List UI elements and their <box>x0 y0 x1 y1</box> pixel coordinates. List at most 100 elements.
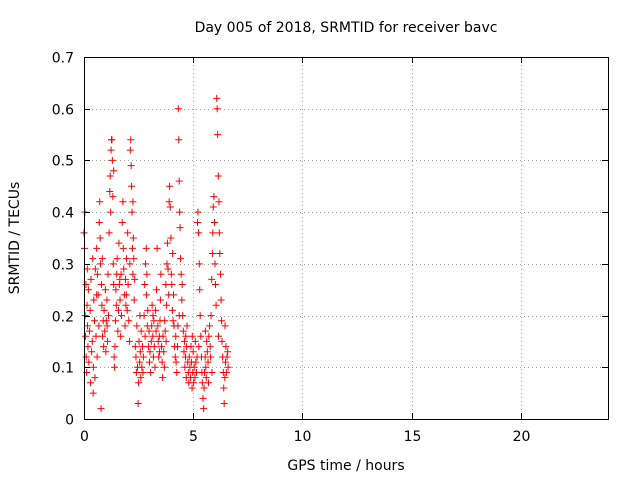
data-point-plus-marker <box>194 208 202 216</box>
data-point-plus-marker <box>114 327 122 335</box>
data-point-plus-marker <box>144 343 152 351</box>
data-point-plus-marker <box>90 296 98 304</box>
data-point-plus-marker <box>148 322 156 330</box>
x-tick-label: 10 <box>294 429 312 445</box>
data-point-plus-marker <box>148 301 156 309</box>
data-point-plus-marker <box>147 337 155 345</box>
y-tick-label: 0.6 <box>52 103 74 119</box>
data-point-plus-marker <box>137 374 145 382</box>
data-point-plus-marker <box>174 322 182 330</box>
data-point-plus-marker <box>175 177 183 185</box>
data-point-plus-marker <box>180 348 188 356</box>
data-point-plus-marker <box>122 291 130 299</box>
data-point-plus-marker <box>200 384 208 392</box>
data-point-plus-marker <box>192 358 200 366</box>
data-point-plus-marker <box>221 322 229 330</box>
x-tick-label: 20 <box>513 429 531 445</box>
plot-border <box>84 57 609 420</box>
data-point-plus-marker <box>163 260 171 268</box>
data-point-plus-marker <box>141 281 149 289</box>
data-point-plus-marker <box>176 208 184 216</box>
data-point-plus-marker <box>102 348 110 356</box>
data-point-plus-marker <box>213 105 221 113</box>
data-point-plus-marker <box>104 312 112 320</box>
data-point-plus-marker <box>161 317 169 325</box>
data-point-plus-marker <box>205 332 213 340</box>
data-point-plus-marker <box>128 182 136 190</box>
data-point-plus-marker <box>129 198 137 206</box>
data-point-plus-marker <box>118 312 126 320</box>
data-point-plus-marker <box>213 94 221 102</box>
data-point-plus-marker <box>179 327 187 335</box>
data-point-plus-marker <box>92 332 100 340</box>
data-point-plus-marker <box>95 322 103 330</box>
data-point-plus-marker <box>113 255 121 263</box>
data-point-plus-marker <box>96 234 104 242</box>
data-point-plus-marker <box>84 343 92 351</box>
data-point-plus-marker <box>102 317 110 325</box>
data-point-plus-marker <box>195 260 203 268</box>
data-point-plus-marker <box>167 270 175 278</box>
data-point-plus-marker <box>173 368 181 376</box>
data-point-plus-marker <box>188 384 196 392</box>
data-point-plus-marker <box>163 239 171 247</box>
data-point-plus-marker <box>83 322 91 330</box>
data-point-plus-marker <box>84 286 92 294</box>
data-point-plus-marker <box>195 229 203 237</box>
data-point-plus-marker <box>220 384 228 392</box>
data-point-plus-marker <box>111 317 119 325</box>
data-point-plus-marker <box>147 368 155 376</box>
data-point-plus-marker <box>208 250 216 258</box>
data-point-plus-marker <box>199 394 207 402</box>
data-point-plus-marker <box>204 358 212 366</box>
data-point-plus-marker <box>196 286 204 294</box>
y-tick-label: 0.3 <box>52 258 74 274</box>
data-point-plus-marker <box>156 296 164 304</box>
data-point-plus-marker <box>168 306 176 314</box>
data-point-plus-marker <box>206 322 214 330</box>
data-point-plus-marker <box>123 306 131 314</box>
data-point-plus-marker <box>150 317 158 325</box>
data-point-plus-marker <box>95 218 103 226</box>
data-point-plus-marker <box>208 368 216 376</box>
data-point-plus-marker <box>88 337 96 345</box>
data-point-plus-marker <box>109 260 117 268</box>
data-point-plus-marker <box>197 332 205 340</box>
data-point-plus-marker <box>122 301 130 309</box>
data-point-plus-marker <box>93 291 101 299</box>
data-point-plus-marker <box>97 405 105 413</box>
data-point-plus-marker <box>118 218 126 226</box>
data-point-plus-marker <box>89 363 97 371</box>
data-point-plus-marker <box>201 368 209 376</box>
y-axis-label: SRMTID / TECUs <box>7 182 23 295</box>
data-point-plus-marker <box>129 270 137 278</box>
data-point-plus-marker <box>105 229 113 237</box>
data-point-plus-marker <box>190 363 198 371</box>
x-tick-label: 15 <box>404 429 422 445</box>
data-point-plus-marker <box>185 353 193 361</box>
data-point-plus-marker <box>116 296 124 304</box>
data-point-plus-marker <box>175 136 183 144</box>
data-point-plus-marker <box>131 343 139 351</box>
data-point-plus-marker <box>176 224 184 232</box>
data-point-plus-marker <box>90 317 98 325</box>
data-point-plus-marker <box>211 281 219 289</box>
data-point-plus-marker <box>160 363 168 371</box>
data-point-plus-marker <box>209 229 217 237</box>
data-point-plus-marker <box>200 405 208 413</box>
data-point-plus-marker <box>97 281 105 289</box>
data-point-plus-marker <box>189 348 197 356</box>
data-point-plus-marker <box>104 270 112 278</box>
data-point-plus-marker <box>158 343 166 351</box>
data-point-plus-marker <box>104 337 112 345</box>
data-point-plus-marker <box>191 337 199 345</box>
data-point-plus-marker <box>130 296 138 304</box>
data-point-plus-marker <box>98 255 106 263</box>
data-point-plus-marker <box>221 374 229 382</box>
data-point-plus-marker <box>159 332 167 340</box>
y-tick-label: 0.7 <box>52 51 74 67</box>
data-point-plus-marker <box>169 250 177 258</box>
data-point-plus-marker <box>135 337 143 345</box>
